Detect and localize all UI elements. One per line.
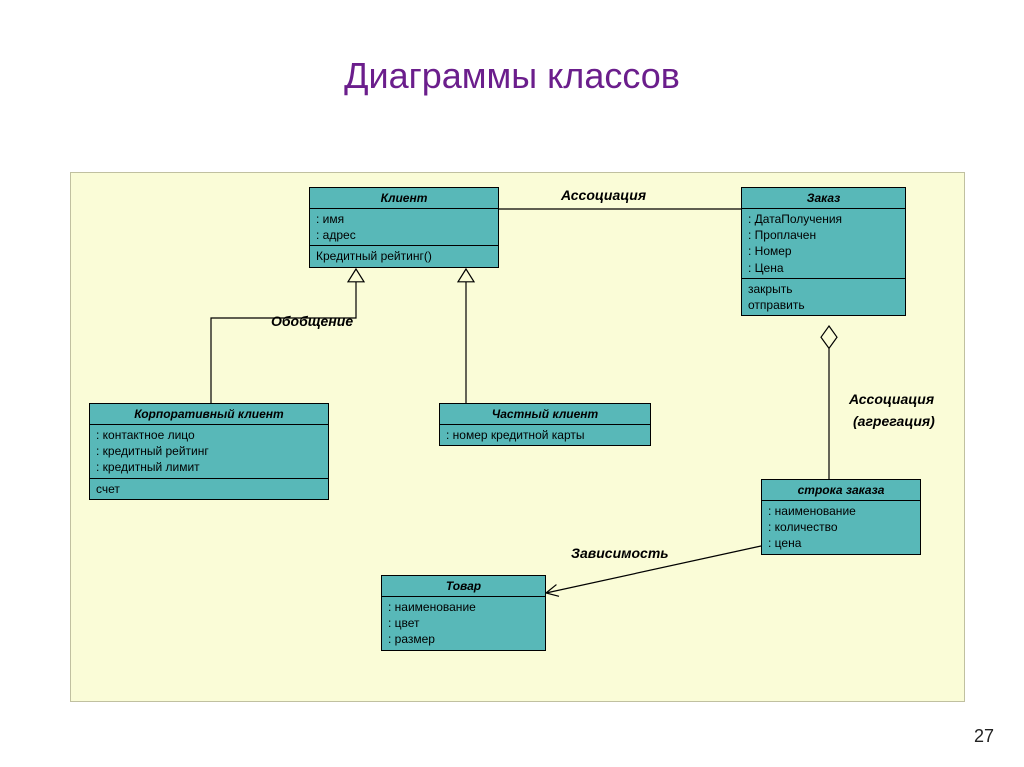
class-corp: Корпоративный клиент : контактное лицо :… bbox=[89, 403, 329, 500]
class-orderline: строка заказа : наименование : количеств… bbox=[761, 479, 921, 555]
class-attrs: : имя : адрес bbox=[310, 209, 498, 246]
class-ops: Кредитный рейтинг() bbox=[310, 246, 498, 266]
class-title: Корпоративный клиент bbox=[90, 404, 328, 425]
class-ops: счет bbox=[90, 479, 328, 499]
class-attrs: : контактное лицо : кредитный рейтинг : … bbox=[90, 425, 328, 479]
class-title: Клиент bbox=[310, 188, 498, 209]
class-client: Клиент : имя : адрес Кредитный рейтинг() bbox=[309, 187, 499, 268]
class-attrs: : ДатаПолучения : Проплачен : Номер : Це… bbox=[742, 209, 905, 279]
class-priv: Частный клиент : номер кредитной карты bbox=[439, 403, 651, 446]
edge-label-generalization: Обобщение bbox=[271, 313, 353, 329]
class-title: Заказ bbox=[742, 188, 905, 209]
class-attrs: : номер кредитной карты bbox=[440, 425, 650, 445]
class-title: строка заказа bbox=[762, 480, 920, 501]
class-title: Частный клиент bbox=[440, 404, 650, 425]
class-attrs: : наименование : цвет : размер bbox=[382, 597, 545, 650]
edge-label-aggregation-1: Ассоциация bbox=[849, 391, 934, 407]
class-title: Товар bbox=[382, 576, 545, 597]
class-product: Товар : наименование : цвет : размер bbox=[381, 575, 546, 651]
diagram-area: product (open arrow to product) --> Клие… bbox=[70, 172, 965, 702]
class-attrs: : наименование : количество : цена bbox=[762, 501, 920, 554]
edge-label-association: Ассоциация bbox=[561, 187, 646, 203]
page-title: Диаграммы классов bbox=[0, 0, 1024, 97]
page-number: 27 bbox=[974, 726, 994, 747]
class-order: Заказ : ДатаПолучения : Проплачен : Номе… bbox=[741, 187, 906, 316]
edge-label-aggregation-2: (агрегация) bbox=[853, 413, 935, 429]
class-ops: закрыть отправить bbox=[742, 279, 905, 315]
edge-label-dependency: Зависимость bbox=[571, 545, 669, 561]
